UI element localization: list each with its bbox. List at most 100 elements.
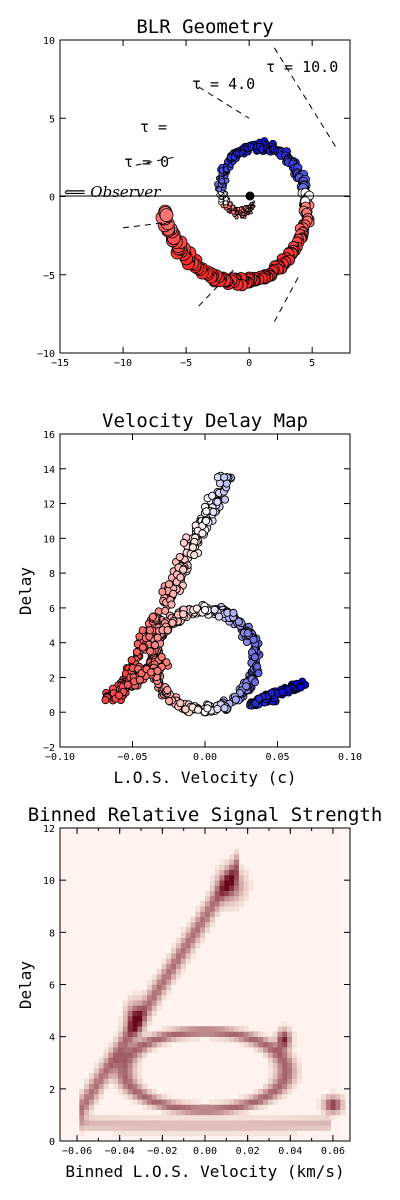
heatmap-cell	[200, 937, 206, 944]
heatmap-cell	[277, 1083, 283, 1090]
heatmap-cell	[127, 1031, 133, 1037]
heatmap-cell	[292, 1052, 298, 1058]
heatmap-cell	[253, 1120, 259, 1126]
heatmap-cell	[176, 1036, 182, 1043]
heatmap-cell	[190, 916, 196, 923]
heatmap-cell	[316, 1114, 322, 1121]
heatmap-cell	[127, 1005, 133, 1011]
heatmap-cell	[151, 1125, 157, 1131]
heatmap-cell	[209, 890, 215, 897]
heatmap-cell	[200, 921, 206, 928]
heatmap-cell	[89, 1114, 95, 1121]
heatmap-cell	[156, 1114, 162, 1121]
heatmap-cell	[171, 1125, 177, 1131]
heatmap-cell	[137, 1000, 143, 1006]
heatmap-cell	[137, 1005, 143, 1011]
vdm-point	[132, 647, 141, 657]
heatmap-cell	[161, 963, 167, 970]
heatmap-cell	[142, 989, 148, 996]
heatmap-cell	[219, 864, 225, 871]
heatmap-cell	[195, 937, 201, 944]
heatmap-cell	[166, 1104, 172, 1110]
heatmap-cell	[195, 1099, 201, 1105]
heatmap-cell	[209, 1031, 215, 1037]
heatmap-cell	[229, 1036, 235, 1043]
heatmap-cell	[205, 927, 211, 933]
heatmap-cell	[156, 1031, 162, 1037]
y-tick-label: 14	[43, 465, 55, 476]
heatmap-cell	[132, 1125, 138, 1131]
heatmap-cell	[253, 1099, 259, 1105]
heatmap-cell	[142, 1114, 148, 1121]
heatmap-cell	[272, 1083, 278, 1090]
vdm-point	[101, 696, 110, 705]
heatmap-cell	[282, 1088, 288, 1095]
heatmap-cell	[171, 1114, 177, 1121]
heatmap-cell	[137, 1088, 143, 1095]
heatmap-cell	[224, 1104, 230, 1110]
y-tick-label: 6	[49, 604, 55, 615]
heatmap-cell	[243, 1104, 249, 1110]
heatmap-cell	[277, 1052, 283, 1058]
heatmap-cell	[180, 1120, 186, 1126]
binned-ylabel: Delay	[16, 961, 35, 1010]
heatmap-cell	[214, 1036, 220, 1043]
heatmap-cell	[253, 1104, 259, 1110]
heatmap-cell	[113, 1083, 119, 1090]
heatmap-cell	[287, 1047, 293, 1053]
heatmap-cell	[234, 869, 240, 876]
heatmap-cell	[122, 1067, 128, 1074]
vdm-point	[278, 688, 287, 697]
heatmap-cell	[118, 1026, 124, 1032]
vdm-point	[164, 580, 174, 589]
heatmap-cell	[151, 1036, 157, 1043]
heatmap-cell	[229, 874, 235, 881]
heatmap-cell	[190, 921, 196, 928]
heatmap-cell	[248, 885, 254, 891]
heatmap-cell	[151, 1120, 157, 1126]
heatmap-cell	[166, 979, 172, 985]
heatmap-cell	[127, 1073, 133, 1079]
x-tick-label: −10	[114, 358, 132, 369]
heatmap-cell	[132, 1099, 138, 1105]
heatmap-cell	[292, 1057, 298, 1064]
heatmap-cell	[214, 880, 220, 886]
heatmap-cell	[253, 1130, 259, 1137]
heatmap-cell	[267, 1099, 273, 1105]
heatmap-cell	[161, 1094, 167, 1100]
heatmap-cell	[277, 1073, 283, 1079]
heatmap-cell	[132, 1057, 138, 1064]
heatmap-cell	[147, 1021, 153, 1027]
heatmap-cell	[238, 1041, 244, 1048]
heatmap-cell	[180, 942, 186, 949]
heatmap-cell	[127, 1041, 133, 1048]
heatmap-cell	[151, 1041, 157, 1048]
heatmap-cell	[325, 1104, 331, 1110]
heatmap-cell	[238, 1099, 244, 1105]
heatmap-cell	[108, 1125, 114, 1131]
heatmap-cell	[292, 1062, 298, 1069]
heatmap-cell	[325, 1099, 331, 1105]
y-tick-label: 0	[49, 1137, 55, 1148]
heatmap-cell	[190, 942, 196, 949]
heatmap-cell	[243, 1099, 249, 1105]
heatmap-cell	[224, 1114, 230, 1121]
heatmap-cell	[185, 1114, 191, 1121]
heatmap-cell	[108, 1114, 114, 1121]
heatmap-cell	[253, 1047, 259, 1053]
heatmap-cell	[118, 1047, 124, 1053]
heatmap-cell	[316, 1125, 322, 1131]
heatmap-cell	[253, 1041, 259, 1048]
heatmap-cell	[151, 1114, 157, 1121]
heatmap-cell	[127, 1010, 133, 1017]
heatmap-cell	[219, 869, 225, 876]
heatmap-cell	[321, 1120, 327, 1126]
heatmap-cell	[147, 1010, 153, 1017]
heatmap-cell	[205, 1114, 211, 1121]
heatmap-cell	[200, 901, 206, 907]
heatmap-cell	[137, 1021, 143, 1027]
heatmap-cell	[277, 1026, 283, 1032]
heatmap-cell	[219, 895, 225, 902]
y-tick-label: 12	[43, 824, 55, 835]
heatmap-cell	[147, 1000, 153, 1006]
